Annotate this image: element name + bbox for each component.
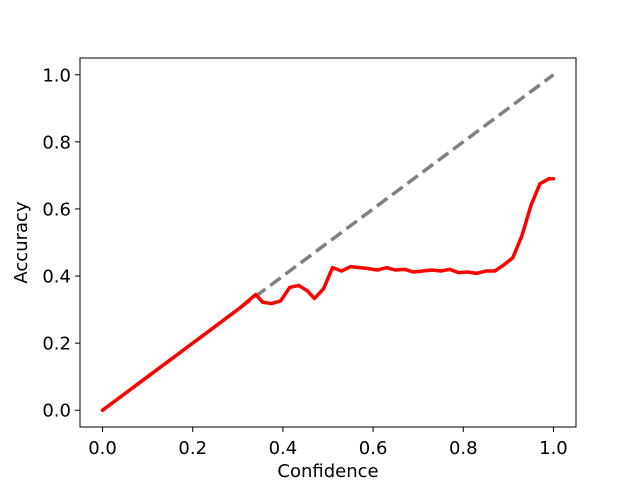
- x-tick-label: 0.2: [178, 438, 207, 459]
- model-calibration-line: [100, 177, 556, 412]
- x-tick-label: 0.8: [449, 438, 478, 459]
- y-axis: 0.0 0.2 0.4 0.6 0.8 1.0: [42, 65, 80, 422]
- y-tick-label: 0.6: [42, 199, 71, 220]
- x-axis-label: Confidence: [277, 461, 378, 480]
- perfect-calibration-line: [101, 73, 555, 412]
- y-tick-label: 1.0: [42, 65, 71, 86]
- plot-area: [100, 73, 556, 412]
- x-tick-label: 1.0: [539, 438, 568, 459]
- y-axis-label: Accuracy: [11, 201, 32, 284]
- x-tick-label: 0.6: [359, 438, 388, 459]
- y-tick-label: 0.0: [42, 401, 71, 422]
- x-tick-label: 0.4: [269, 438, 298, 459]
- axes-frame: [79, 57, 577, 428]
- x-axis: 0.0 0.2 0.4 0.6 0.8 1.0: [88, 427, 568, 459]
- y-tick-label: 0.4: [42, 267, 71, 288]
- y-tick-label: 0.2: [42, 334, 71, 355]
- y-tick-label: 0.8: [42, 132, 71, 153]
- x-tick-label: 0.0: [88, 438, 117, 459]
